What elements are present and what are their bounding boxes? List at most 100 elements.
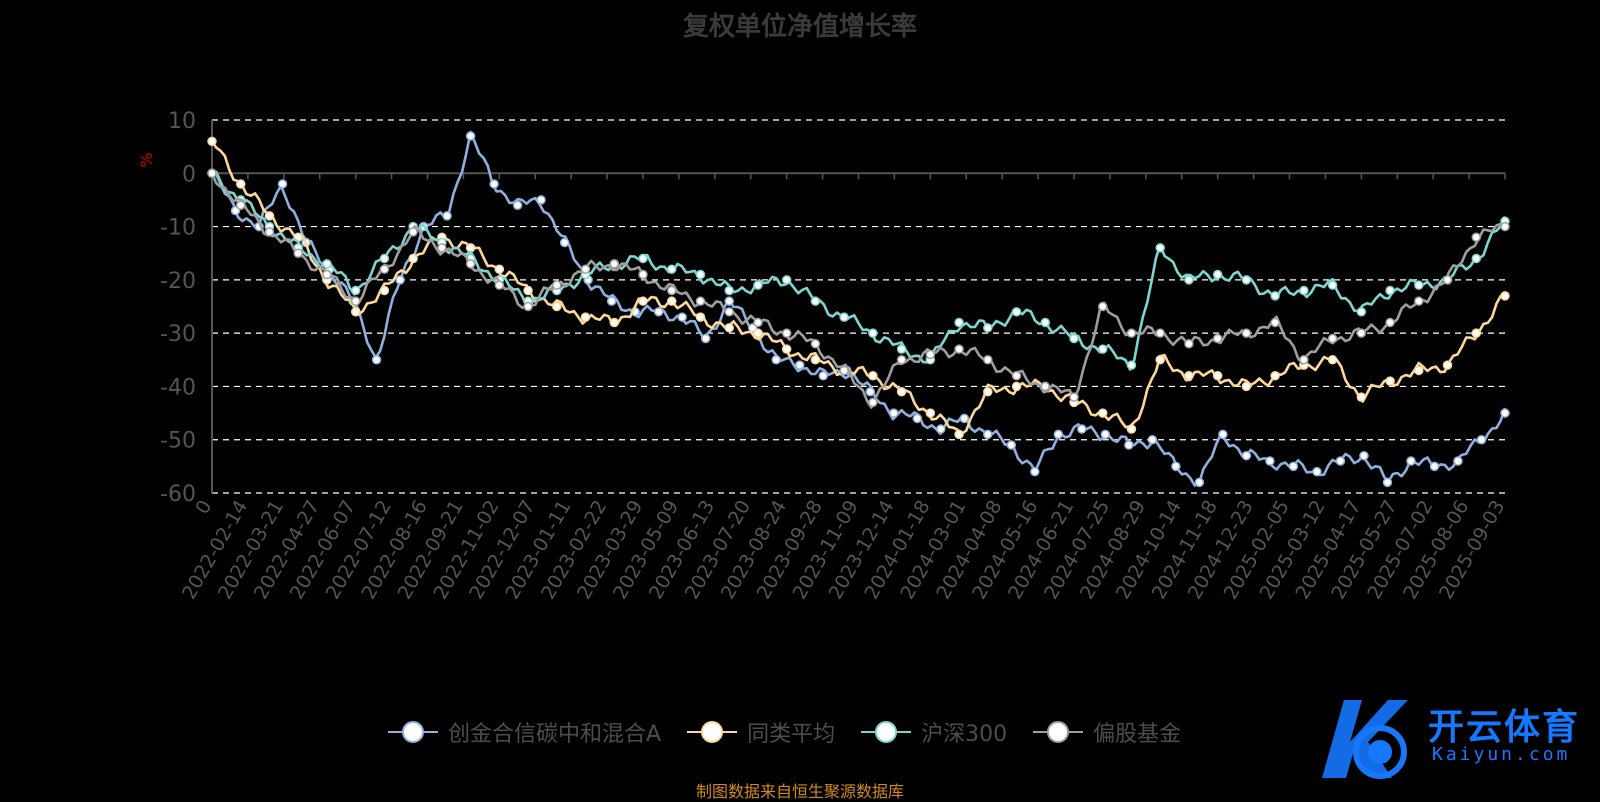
series-point	[489, 179, 499, 189]
series-point	[983, 355, 993, 365]
series-point	[235, 200, 246, 211]
series-point	[1327, 333, 1338, 344]
series-point	[494, 280, 505, 290]
series-point	[322, 269, 332, 280]
series-point	[437, 243, 447, 253]
series-point	[1171, 461, 1181, 472]
series-point	[810, 355, 821, 365]
series-point	[523, 301, 533, 312]
series-point	[936, 424, 946, 434]
series-point	[810, 339, 821, 349]
series-point	[1241, 275, 1252, 285]
series-point	[552, 280, 562, 290]
series-point	[1006, 440, 1017, 450]
series-point	[1184, 275, 1194, 285]
series-point	[1053, 429, 1064, 440]
series-line	[211, 130, 1507, 487]
series-point	[1040, 317, 1051, 328]
legend-marker-icon	[1033, 720, 1084, 744]
series-point	[1500, 221, 1510, 232]
legend-item-fund[interactable]: 创金合信碳中和混合A	[388, 716, 661, 748]
series-point	[350, 296, 361, 306]
series-point	[896, 387, 907, 397]
series-point	[379, 264, 390, 274]
series-point	[724, 323, 734, 333]
series-point	[1406, 456, 1416, 466]
y-tick-label: -20	[160, 269, 196, 294]
series-point	[1030, 466, 1040, 477]
series-point	[1299, 355, 1309, 365]
series-point	[1335, 456, 1346, 466]
series-point	[959, 413, 970, 424]
y-tick-label: 0	[182, 162, 196, 187]
series-point	[1429, 461, 1440, 472]
series-point	[889, 408, 899, 418]
series-point	[207, 136, 217, 147]
series-line	[210, 172, 1507, 409]
series-point	[1077, 424, 1087, 434]
series-point	[638, 269, 648, 280]
series-point	[983, 429, 993, 440]
series-point	[1097, 344, 1108, 354]
series-layer	[207, 130, 1510, 488]
series-point	[753, 328, 763, 338]
series-point	[1069, 392, 1079, 402]
watermark: 开云体育 Kaiyun.com	[1310, 690, 1600, 790]
series-point	[235, 179, 246, 189]
y-axis-label: %	[137, 152, 156, 167]
series-point	[1453, 456, 1463, 466]
series-point	[695, 269, 706, 280]
series-point	[1356, 328, 1367, 338]
series-point	[1126, 360, 1137, 370]
series-point	[408, 227, 418, 237]
series-point	[606, 296, 617, 306]
series-point	[653, 307, 664, 317]
series-point	[1414, 365, 1424, 376]
series-point	[1241, 328, 1252, 338]
series-point	[1414, 280, 1424, 290]
series-point	[1100, 429, 1111, 440]
series-point	[1011, 381, 1022, 392]
legend-item-csi300[interactable]: 沪深300	[861, 716, 1007, 748]
series-point	[781, 328, 792, 338]
series-point	[753, 317, 763, 328]
series-point	[1069, 333, 1079, 344]
series-point	[865, 387, 876, 397]
series-point	[395, 275, 405, 285]
series-point	[818, 371, 828, 381]
legend-item-peer-average[interactable]: 同类平均	[687, 716, 835, 748]
series-point	[1155, 243, 1165, 253]
series-point	[207, 168, 217, 179]
y-tick-label: -10	[160, 216, 196, 241]
series-point	[1212, 371, 1223, 381]
series-point	[839, 365, 849, 376]
series-point	[1126, 424, 1137, 434]
legend: 创金合信碳中和混合A 同类平均 沪深300 偏股基金	[388, 716, 1181, 748]
series-point	[1299, 285, 1309, 296]
series-point	[753, 280, 763, 290]
series-point	[666, 296, 677, 306]
watermark-brand: 开云体育	[1428, 707, 1581, 748]
y-tick-label: -50	[160, 429, 196, 454]
series-point	[609, 317, 620, 328]
series-point	[666, 264, 677, 274]
legend-marker-icon	[861, 720, 912, 744]
series-point	[1356, 392, 1367, 402]
series-point	[724, 285, 734, 296]
legend-item-equity-funds[interactable]: 偏股基金	[1033, 716, 1181, 748]
series-point	[1155, 355, 1165, 365]
series-point	[1382, 477, 1393, 488]
series-point	[983, 387, 993, 397]
series-point	[1500, 291, 1510, 301]
series-point	[700, 333, 711, 344]
series-point	[559, 237, 570, 248]
series-point	[1270, 317, 1280, 328]
series-point	[379, 285, 390, 296]
series-point	[666, 285, 677, 296]
y-tick-label: 10	[168, 109, 196, 134]
series-point	[781, 275, 792, 285]
series-point	[724, 296, 734, 306]
series-point	[465, 259, 476, 269]
watermark-url: Kaiyun.com	[1432, 744, 1571, 765]
series-point	[523, 285, 533, 296]
